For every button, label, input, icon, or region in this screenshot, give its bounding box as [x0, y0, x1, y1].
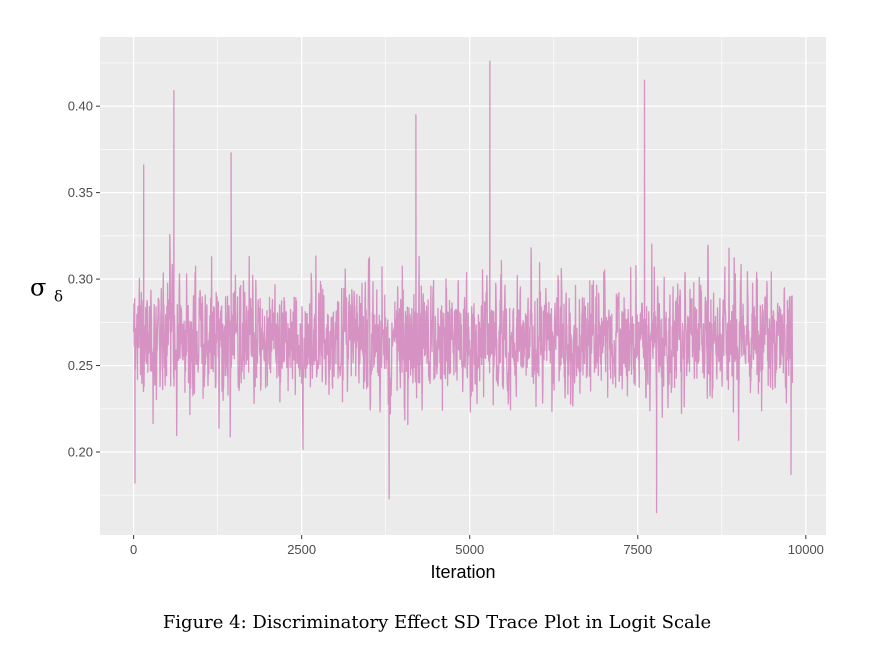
- y-axis-symbol: σ: [30, 274, 46, 302]
- x-tick-label: 5000: [455, 542, 484, 557]
- y-axis-subscript: δ: [54, 288, 63, 306]
- trace-plot: 0 2500 5000 7500 10000 0.200.250.300.350.40 …: [30, 37, 826, 582]
- figure-caption: Figure 4: Discriminatory Effect SD Trace…: [162, 612, 712, 633]
- y-tick-label: 0.30: [68, 272, 93, 287]
- y-axis: 0.20 0.25 0.30 0.35 0.40: [68, 99, 100, 460]
- x-tick-label: 10000: [788, 542, 824, 557]
- trace-line: [132, 60, 794, 514]
- x-axis: 0 2500 5000 7500 10000: [130, 535, 824, 557]
- y-tick-label: 0.25: [68, 358, 93, 373]
- y-tick-label: 0.35: [68, 185, 93, 200]
- y-tick-label: 0.20: [68, 445, 93, 460]
- x-tick-label: 7500: [623, 542, 652, 557]
- y-axis-title: σ δ: [30, 274, 63, 306]
- plot-panel: [100, 37, 826, 535]
- x-tick-label: 0: [130, 542, 137, 557]
- y-tick-label: 0.40: [68, 99, 93, 114]
- x-axis-title: Iteration: [430, 562, 495, 582]
- x-tick-label: 2500: [287, 542, 316, 557]
